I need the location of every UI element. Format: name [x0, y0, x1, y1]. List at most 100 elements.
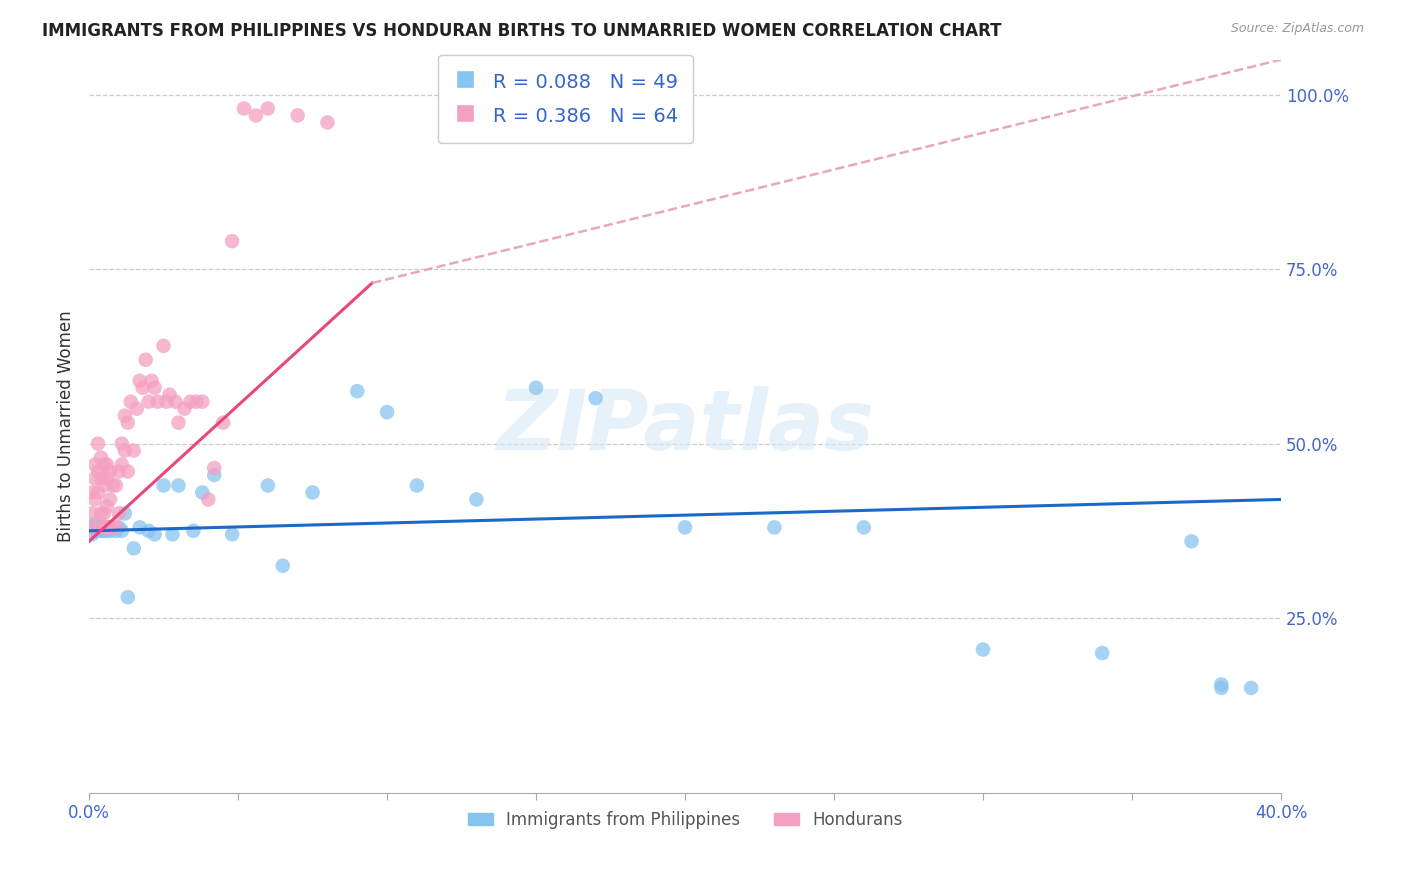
Point [135, 352, 157, 367]
Point [1211, 677, 1233, 691]
Point [191, 394, 214, 409]
Point [316, 115, 339, 129]
Point [1211, 681, 1233, 695]
Point [90, 471, 112, 485]
Point [301, 485, 323, 500]
Point [1240, 681, 1263, 695]
Point [138, 394, 160, 409]
Point [87, 520, 110, 534]
Point [98, 465, 121, 479]
Point [287, 108, 309, 122]
Point [93, 520, 115, 534]
Point [96, 524, 118, 538]
Text: IMMIGRANTS FROM PHILIPPINES VS HONDURAN BIRTHS TO UNMARRIED WOMEN CORRELATION CH: IMMIGRANTS FROM PHILIPPINES VS HONDURAN … [42, 22, 1001, 40]
Point [96, 520, 118, 534]
Point [84, 516, 107, 531]
Point [152, 478, 174, 492]
Point [114, 443, 136, 458]
Point [202, 468, 225, 483]
Point [90, 450, 112, 465]
Point [167, 416, 190, 430]
Point [524, 381, 547, 395]
Point [167, 478, 190, 492]
Y-axis label: Births to Unmarried Women: Births to Unmarried Women [58, 310, 75, 542]
Point [197, 492, 219, 507]
Point [271, 558, 294, 573]
Point [93, 458, 115, 472]
Point [159, 388, 181, 402]
Point [346, 384, 368, 399]
Point [111, 524, 134, 538]
Point [233, 102, 256, 116]
Point [117, 465, 139, 479]
Point [80, 485, 103, 500]
Point [173, 401, 195, 416]
Point [183, 524, 205, 538]
Point [104, 478, 127, 492]
Point [152, 339, 174, 353]
Point [80, 520, 103, 534]
Point [138, 524, 160, 538]
Point [101, 478, 124, 492]
Point [96, 471, 118, 485]
Point [111, 458, 134, 472]
Point [87, 520, 110, 534]
Point [1180, 534, 1202, 549]
Point [165, 394, 187, 409]
Point [98, 520, 121, 534]
Point [80, 527, 103, 541]
Point [84, 492, 107, 507]
Point [179, 394, 201, 409]
Point [96, 520, 118, 534]
Point [1091, 646, 1114, 660]
Point [90, 524, 112, 538]
Point [585, 391, 607, 405]
Point [143, 381, 166, 395]
Point [108, 520, 131, 534]
Point [90, 520, 112, 534]
Point [257, 478, 280, 492]
Point [131, 381, 153, 395]
Point [221, 234, 243, 248]
Point [84, 524, 107, 538]
Point [96, 500, 118, 514]
Point [122, 443, 145, 458]
Point [87, 436, 110, 450]
Point [162, 527, 184, 541]
Point [108, 465, 131, 479]
Legend: Immigrants from Philippines, Hondurans: Immigrants from Philippines, Hondurans [461, 805, 908, 836]
Point [146, 394, 169, 409]
Point [84, 458, 107, 472]
Point [117, 416, 139, 430]
Point [125, 401, 148, 416]
Point [143, 527, 166, 541]
Point [96, 458, 118, 472]
Point [763, 520, 786, 534]
Point [98, 520, 121, 534]
Point [212, 416, 235, 430]
Point [101, 520, 124, 534]
Point [257, 102, 280, 116]
Point [375, 405, 398, 419]
Point [93, 520, 115, 534]
Point [114, 409, 136, 423]
Point [141, 374, 163, 388]
Point [972, 642, 994, 657]
Point [245, 108, 267, 122]
Point [80, 520, 103, 534]
Point [186, 394, 208, 409]
Point [87, 465, 110, 479]
Point [87, 524, 110, 538]
Point [87, 485, 110, 500]
Point [98, 492, 121, 507]
Point [84, 471, 107, 485]
Point [202, 461, 225, 475]
Point [93, 478, 115, 492]
Point [114, 507, 136, 521]
Point [90, 507, 112, 521]
Text: ZIPatlas: ZIPatlas [496, 385, 875, 467]
Point [93, 507, 115, 521]
Point [93, 524, 115, 538]
Point [108, 507, 131, 521]
Point [111, 436, 134, 450]
